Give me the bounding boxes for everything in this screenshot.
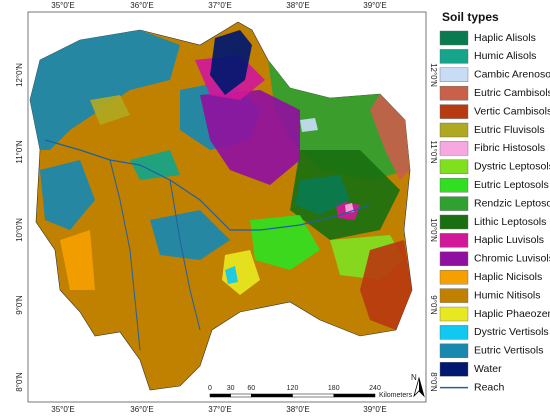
legend-label: Water (474, 363, 502, 375)
legend-swatch (439, 343, 469, 358)
soil-patch (300, 118, 318, 132)
right-coord-label: 8°0'N (429, 372, 438, 392)
legend-swatch (439, 177, 469, 193)
bottom-coord-label: 38°0'E (286, 405, 309, 414)
north-arrow: N (411, 373, 425, 398)
soil-patch (370, 94, 410, 180)
scale-label: 180 (328, 385, 340, 392)
legend-label: Haplic Alisols (474, 32, 536, 44)
left-coord-label: 8°0'N (15, 372, 24, 392)
soil-patch (360, 240, 412, 330)
legend-swatch (439, 325, 469, 340)
legend-label: Haplic Luvisols (474, 234, 544, 246)
legend-label: Lithic Leptosols (474, 216, 546, 228)
reach-river (109, 159, 141, 351)
soil-patch (30, 30, 180, 150)
soil-patch (295, 175, 350, 215)
map-area (29, 21, 413, 391)
top-coord-label: 37°0'E (208, 1, 231, 10)
north-arrow-half (419, 378, 424, 396)
left-coord-label: 9°0'N (15, 295, 24, 315)
legend-swatch (439, 159, 469, 175)
legend-label: Vertic Cambisols (474, 105, 550, 117)
soil-patch (222, 250, 260, 295)
legend-label: Humic Nitisols (474, 289, 541, 301)
scale-label: 30 (227, 385, 235, 392)
top-coord-label: 36°0'E (130, 1, 153, 10)
legend-swatch (439, 362, 469, 377)
soil-patch (200, 90, 300, 185)
bottom-coord-label: 36°0'E (130, 405, 153, 414)
scale-label: 120 (287, 385, 299, 392)
right-coord-label: 9°0'N (429, 295, 438, 315)
north-label: N (411, 373, 417, 382)
soil-patch (225, 266, 238, 284)
bottom-coord-label: 35°0'E (51, 405, 74, 414)
left-coord-label: 11°0'N (15, 140, 24, 163)
bottom-coord-label: 37°0'E (208, 405, 231, 414)
legend-swatch (439, 30, 469, 46)
legend-swatch (439, 196, 469, 211)
legend-swatch (439, 288, 469, 303)
legend-swatch (439, 85, 469, 101)
legend-swatch (439, 251, 469, 267)
legend-label: Eutric Cambisols (474, 87, 550, 99)
legend-label: Fibric Histosols (474, 142, 545, 154)
soil-patch (210, 30, 252, 95)
legend-title: Soil types (442, 10, 499, 24)
top-coord-label: 39°0'E (363, 1, 386, 10)
legend-label: Dystric Leptosols (474, 161, 550, 173)
legend-label: Reach (474, 381, 505, 393)
soil-patch (90, 95, 130, 125)
legend-label: Haplic Phaeozems (474, 308, 550, 320)
scale-label: 240 (369, 385, 381, 392)
legend-label: Eutric Leptosols (474, 179, 549, 191)
soil-patch (130, 150, 180, 180)
legend-swatch (439, 306, 469, 322)
legend-swatch (439, 270, 469, 285)
right-coord-label: 10°0'N (429, 218, 438, 242)
left-coord-label: 10°0'N (15, 218, 24, 242)
scale-segment (251, 393, 293, 398)
legend-swatch (439, 214, 469, 230)
scale-segment (230, 393, 252, 398)
legend-label: Dystric Vertisols (474, 326, 549, 338)
legend-label: Eutric Vertisols (474, 345, 543, 357)
reach-river (169, 179, 201, 331)
legend-label: Chromic Luvisols (474, 253, 550, 265)
scale-segment (292, 393, 334, 398)
legend-swatch (439, 141, 469, 156)
legend-swatch (439, 233, 469, 248)
legend: Haplic Alisols Humic Alisols Cambic Arenos… (439, 30, 550, 393)
legend-label: Humic Alisols (474, 50, 536, 62)
scale-unit: Kilometers (379, 392, 413, 399)
legend-swatch (439, 49, 469, 64)
legend-label: Rendzic Leptosols (474, 197, 550, 209)
bottom-coord-label: 39°0'E (363, 405, 386, 414)
right-coord-label: 12°0'N (429, 63, 438, 87)
soil-patch (40, 160, 95, 230)
right-coord-label: 11°0'N (429, 140, 438, 163)
scale-label: 60 (247, 385, 255, 392)
legend-swatch (439, 122, 469, 138)
scale-segment (209, 393, 231, 398)
legend-swatch (439, 67, 469, 83)
legend-swatch (439, 104, 469, 119)
left-coord-label: 12°0'N (15, 63, 24, 87)
reach-river (44, 139, 371, 231)
legend-label: Cambic Arenosols (474, 69, 550, 81)
top-coord-label: 38°0'E (286, 1, 309, 10)
scale-label: 0 (208, 385, 212, 392)
soil-patch (150, 210, 230, 260)
soil-patch (60, 230, 95, 290)
legend-label: Eutric Fluvisols (474, 124, 545, 136)
legend-label: Haplic Nicisols (474, 271, 542, 283)
top-coord-label: 35°0'E (51, 1, 74, 10)
scale-segment (333, 393, 376, 398)
